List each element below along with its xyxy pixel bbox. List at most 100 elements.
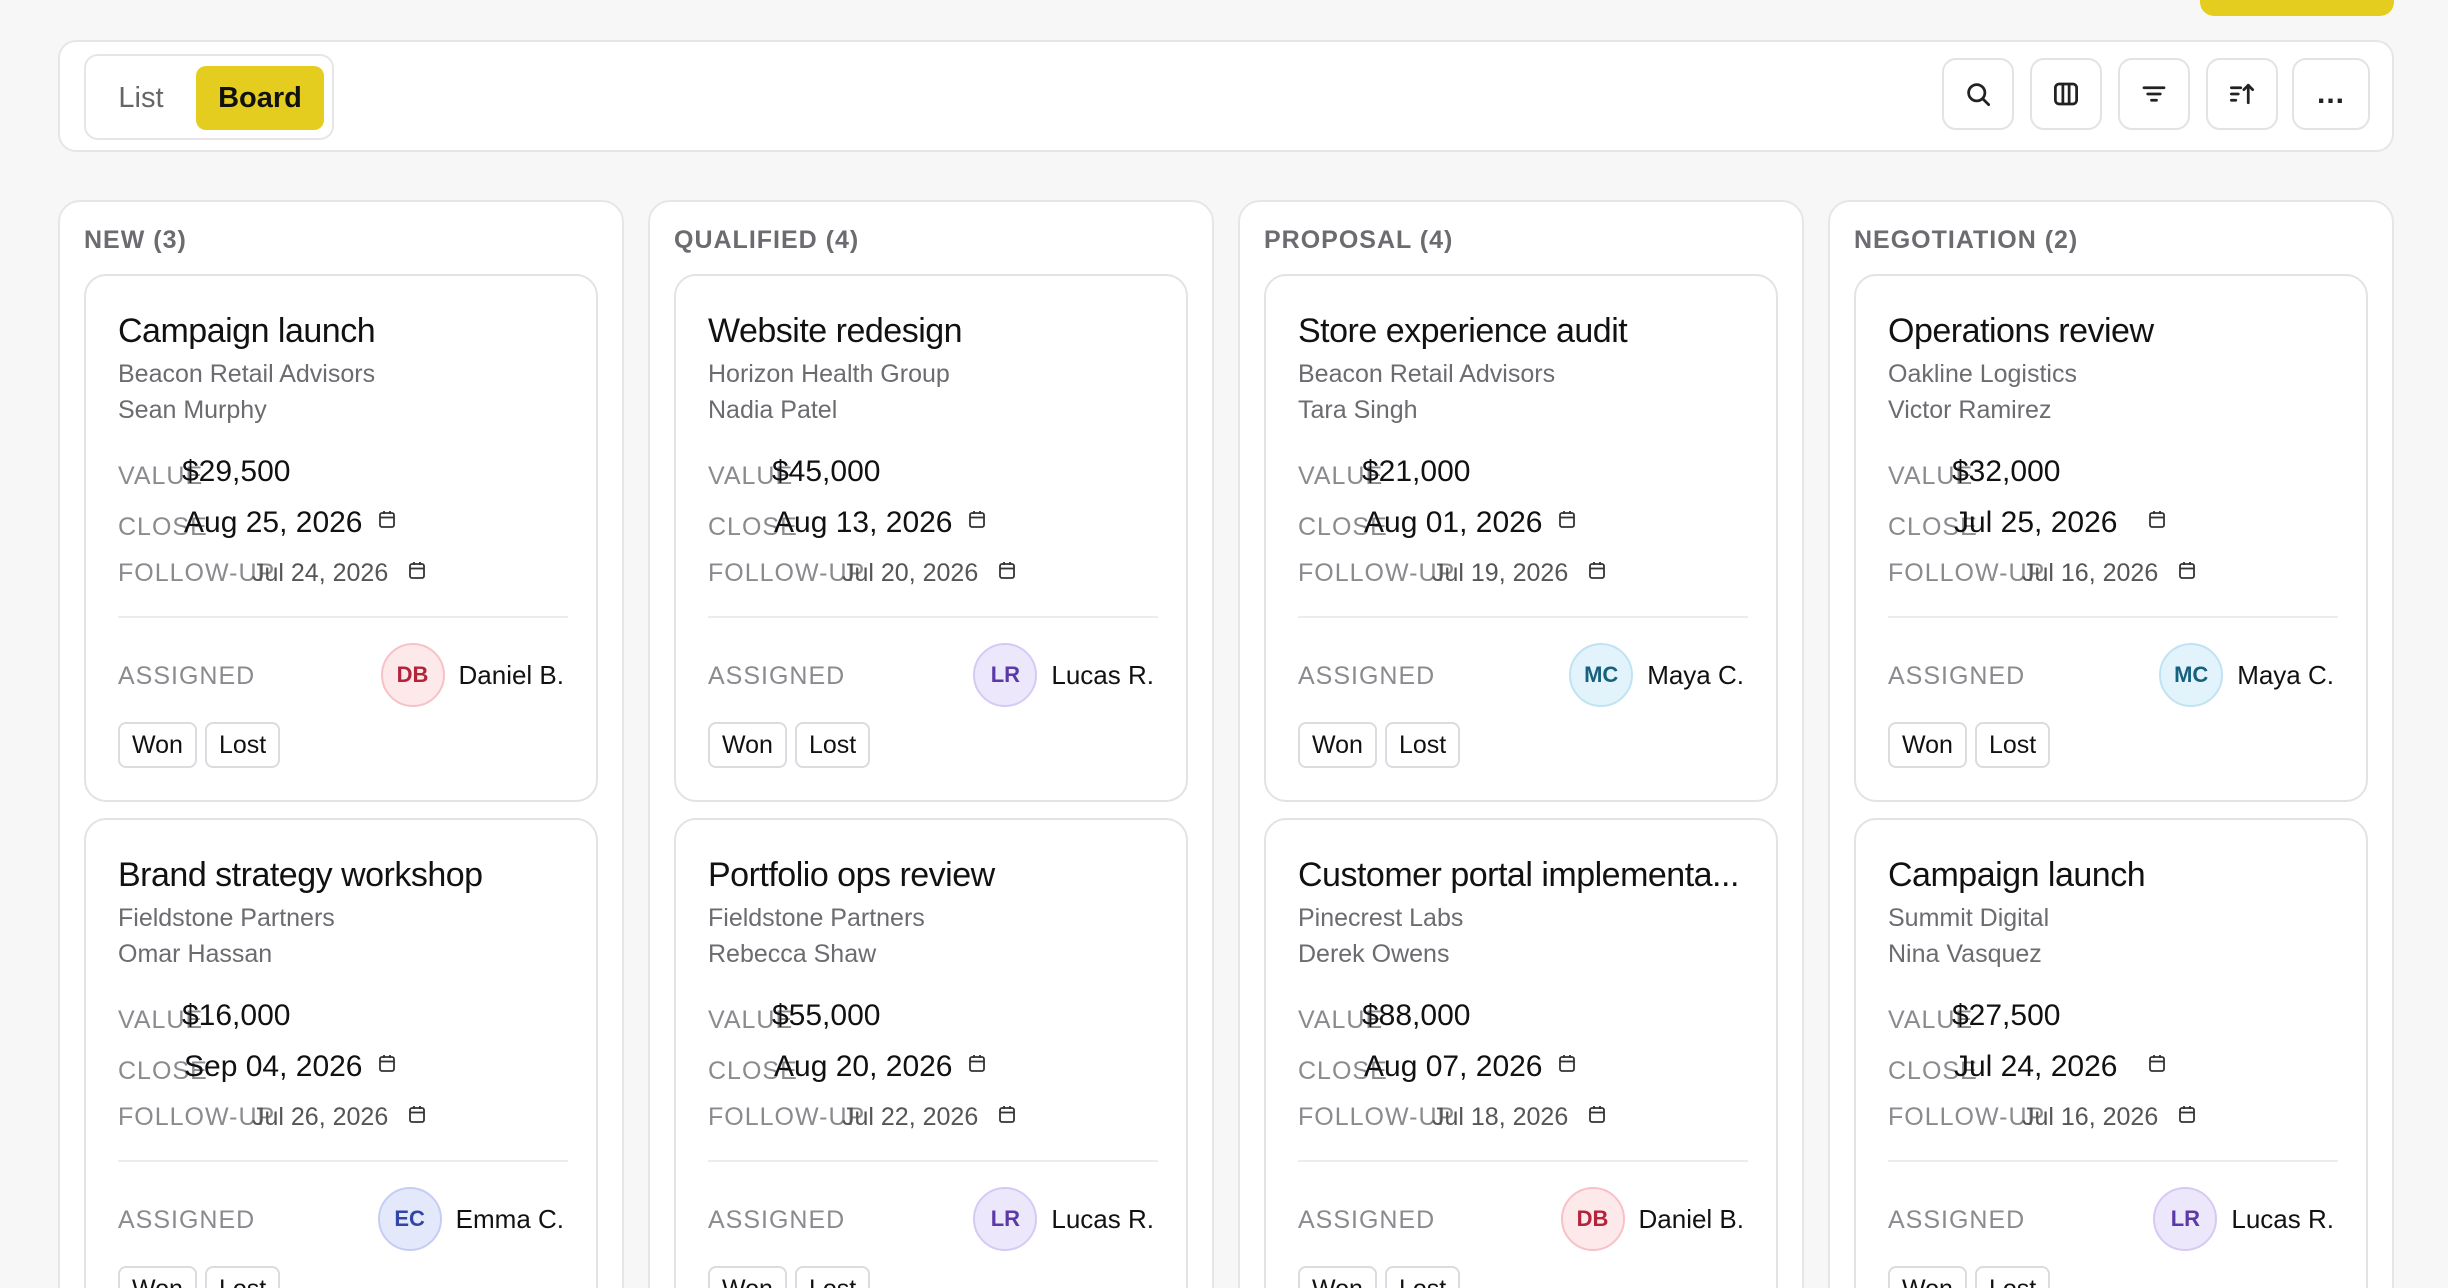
deal-card[interactable]: Customer portal implementa... Pinecrest L… bbox=[1264, 818, 1778, 1288]
deal-title[interactable]: Portfolio ops review bbox=[708, 856, 995, 894]
close-date[interactable]: Sep 04, 2026 bbox=[184, 1050, 363, 1083]
won-button[interactable]: Won bbox=[1298, 722, 1377, 768]
assignee[interactable]: MC Maya C. bbox=[1569, 642, 1744, 708]
deal-title[interactable]: Store experience audit bbox=[1298, 312, 1628, 350]
lost-button[interactable]: Lost bbox=[204, 722, 281, 768]
card-divider bbox=[1298, 616, 1748, 618]
calendar-icon[interactable] bbox=[998, 1105, 1016, 1124]
calendar-icon[interactable] bbox=[2178, 561, 2196, 580]
deal-card[interactable]: Store experience audit Beacon Retail Advi… bbox=[1264, 274, 1778, 802]
followup-date[interactable]: Jul 24, 2026 bbox=[252, 559, 389, 587]
lost-button[interactable]: Lost bbox=[1384, 722, 1461, 768]
deal-company: Fieldstone Partners bbox=[118, 904, 335, 932]
deal-title[interactable]: Brand strategy workshop bbox=[118, 856, 483, 894]
calendar-icon[interactable] bbox=[968, 1054, 986, 1073]
won-button[interactable]: Won bbox=[708, 1266, 787, 1288]
deal-value: $27,500 bbox=[1952, 999, 2061, 1032]
deal-card[interactable]: Website redesign Horizon Health Group Nadi… bbox=[674, 274, 1188, 802]
won-button[interactable]: Won bbox=[708, 722, 787, 768]
calendar-icon[interactable] bbox=[1588, 561, 1606, 580]
deal-title[interactable]: Operations review bbox=[1888, 312, 2154, 350]
lost-button[interactable]: Lost bbox=[1974, 722, 2051, 768]
lost-button[interactable]: Lost bbox=[204, 1266, 281, 1288]
calendar-icon[interactable] bbox=[1558, 510, 1576, 529]
lost-button[interactable]: Lost bbox=[1384, 1266, 1461, 1288]
lost-button[interactable]: Lost bbox=[794, 722, 871, 768]
deal-title[interactable]: Campaign launch bbox=[1888, 856, 2146, 894]
lost-button[interactable]: Lost bbox=[794, 1266, 871, 1288]
lost-button[interactable]: Lost bbox=[1974, 1266, 2051, 1288]
top-action-button[interactable] bbox=[2200, 0, 2394, 16]
won-button[interactable]: Won bbox=[1888, 722, 1967, 768]
close-label: CLOSE bbox=[118, 513, 208, 541]
followup-date[interactable]: Jul 22, 2026 bbox=[842, 1103, 979, 1131]
followup-date[interactable]: Jul 16, 2026 bbox=[2022, 1103, 2159, 1131]
deal-company: Summit Digital bbox=[1888, 904, 2050, 932]
assignee[interactable]: LR Lucas R. bbox=[973, 642, 1154, 708]
won-button[interactable]: Won bbox=[118, 722, 197, 768]
deal-card[interactable]: Portfolio ops review Fieldstone Partners R… bbox=[674, 818, 1188, 1288]
columns-button[interactable] bbox=[2030, 58, 2102, 130]
followup-date[interactable]: Jul 20, 2026 bbox=[842, 559, 979, 587]
followup-date[interactable]: Jul 26, 2026 bbox=[252, 1103, 389, 1131]
column-title: QUALIFIED (4) bbox=[674, 226, 860, 254]
deal-company: Beacon Retail Advisors bbox=[118, 360, 376, 388]
assignee[interactable]: DB Daniel B. bbox=[1560, 1186, 1744, 1252]
calendar-icon[interactable] bbox=[2148, 510, 2166, 529]
assignee[interactable]: DB Daniel B. bbox=[380, 642, 564, 708]
followup-date[interactable]: Jul 19, 2026 bbox=[1432, 559, 1569, 587]
assignee[interactable]: MC Maya C. bbox=[2159, 642, 2334, 708]
calendar-icon[interactable] bbox=[1588, 1105, 1606, 1124]
close-date[interactable]: Aug 20, 2026 bbox=[774, 1050, 953, 1083]
sort-button[interactable] bbox=[2206, 58, 2278, 130]
filter-button[interactable] bbox=[2118, 58, 2190, 130]
assignee[interactable]: LR Lucas R. bbox=[973, 1186, 1154, 1252]
view-board-button[interactable]: Board bbox=[196, 66, 324, 130]
followup-date[interactable]: Jul 16, 2026 bbox=[2022, 559, 2159, 587]
view-toggle: List Board bbox=[84, 54, 334, 140]
outcome-buttons: Won Lost bbox=[708, 1266, 871, 1288]
view-list-button[interactable]: List bbox=[118, 81, 164, 114]
assignee[interactable]: LR Lucas R. bbox=[2153, 1186, 2334, 1252]
search-button[interactable] bbox=[1942, 58, 2014, 130]
won-button[interactable]: Won bbox=[1298, 1266, 1377, 1288]
deal-title[interactable]: Campaign launch bbox=[118, 312, 376, 350]
avatar: LR bbox=[2153, 1187, 2218, 1251]
close-date[interactable]: Jul 25, 2026 bbox=[1954, 506, 2118, 539]
columns-icon bbox=[2054, 82, 2078, 106]
deal-title[interactable]: Customer portal implementa... bbox=[1298, 856, 1739, 894]
column-title: PROPOSAL (4) bbox=[1264, 226, 1454, 254]
deal-card[interactable]: Operations review Oakline Logistics Victor… bbox=[1854, 274, 2368, 802]
deal-title[interactable]: Website redesign bbox=[708, 312, 963, 350]
assignee-name: Maya C. bbox=[2237, 659, 2334, 690]
deal-card[interactable]: Campaign launch Summit Digital Nina Vasque… bbox=[1854, 818, 2368, 1288]
calendar-icon[interactable] bbox=[378, 1054, 396, 1073]
more-options-button[interactable]: ... bbox=[2292, 58, 2370, 130]
close-date[interactable]: Aug 01, 2026 bbox=[1364, 506, 1543, 539]
outcome-buttons: Won Lost bbox=[1888, 1266, 2051, 1288]
deal-card[interactable]: Brand strategy workshop Fieldstone Partne… bbox=[84, 818, 598, 1288]
calendar-icon[interactable] bbox=[2178, 1105, 2196, 1124]
followup-date[interactable]: Jul 18, 2026 bbox=[1432, 1103, 1569, 1131]
avatar: DB bbox=[1560, 1187, 1625, 1251]
calendar-icon[interactable] bbox=[2148, 1054, 2166, 1073]
outcome-buttons: Won Lost bbox=[1298, 1266, 1461, 1288]
close-date[interactable]: Aug 07, 2026 bbox=[1364, 1050, 1543, 1083]
calendar-icon[interactable] bbox=[1558, 1054, 1576, 1073]
calendar-icon[interactable] bbox=[408, 561, 426, 580]
won-button[interactable]: Won bbox=[1888, 1266, 1967, 1288]
calendar-icon[interactable] bbox=[378, 510, 396, 529]
value-label: VALUE bbox=[708, 1006, 794, 1034]
won-button[interactable]: Won bbox=[118, 1266, 197, 1288]
assignee[interactable]: EC Emma C. bbox=[377, 1186, 564, 1252]
close-date[interactable]: Aug 25, 2026 bbox=[184, 506, 363, 539]
deal-card[interactable]: Campaign launch Beacon Retail Advisors Sea… bbox=[84, 274, 598, 802]
calendar-icon[interactable] bbox=[408, 1105, 426, 1124]
assigned-label: ASSIGNED bbox=[118, 1206, 256, 1234]
close-date[interactable]: Jul 24, 2026 bbox=[1954, 1050, 2118, 1083]
deal-contact: Nina Vasquez bbox=[1888, 940, 2042, 968]
board-column: PROPOSAL (4) Store experience audit Beacon… bbox=[1238, 200, 1804, 1288]
calendar-icon[interactable] bbox=[998, 561, 1016, 580]
calendar-icon[interactable] bbox=[968, 510, 986, 529]
close-date[interactable]: Aug 13, 2026 bbox=[774, 506, 953, 539]
